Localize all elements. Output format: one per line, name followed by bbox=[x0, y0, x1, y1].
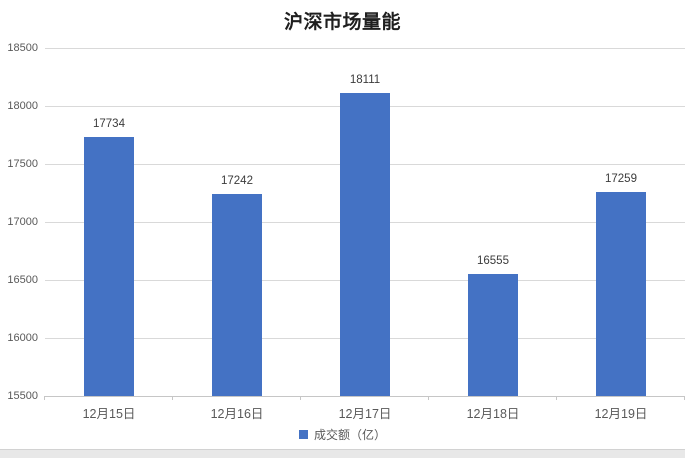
bar[interactable] bbox=[468, 273, 518, 396]
y-tick-label: 17500 bbox=[7, 158, 38, 170]
axis-tick bbox=[556, 396, 557, 400]
category: 17259 12月19日 bbox=[557, 48, 685, 421]
category: 17734 12月15日 bbox=[45, 48, 173, 421]
bar[interactable] bbox=[212, 193, 262, 396]
y-tick-label: 18500 bbox=[7, 42, 38, 54]
category: 18111 12月17日 bbox=[301, 48, 429, 421]
x-tick-label: 12月15日 bbox=[82, 407, 136, 421]
x-tick-label: 12月19日 bbox=[594, 407, 648, 421]
axis-tick bbox=[300, 396, 301, 400]
data-label: 18111 bbox=[349, 74, 381, 87]
y-tick-label: 17000 bbox=[7, 216, 38, 228]
category: 16555 12月18日 bbox=[429, 48, 557, 421]
window-edge-strip bbox=[0, 449, 685, 458]
data-label: 17734 bbox=[93, 117, 125, 130]
bar[interactable] bbox=[340, 93, 390, 396]
x-tick-label: 12月16日 bbox=[210, 407, 264, 421]
y-axis-labels: 18500 18000 17500 17000 16500 16000 15500 bbox=[0, 42, 38, 402]
category: 17242 12月16日 bbox=[173, 48, 301, 421]
axis-tick bbox=[44, 396, 45, 400]
bar[interactable] bbox=[84, 136, 134, 396]
bar[interactable] bbox=[596, 191, 646, 396]
legend-marker-icon bbox=[298, 429, 308, 439]
x-tick-label: 12月18日 bbox=[466, 407, 520, 421]
plot-area: 17734 12月15日 17242 12月16日 18111 12月17日 16555 12… bbox=[44, 48, 685, 421]
chart-title: 沪深市场量能 bbox=[283, 12, 401, 33]
axis-tick bbox=[428, 396, 429, 400]
legend[interactable]: 成交额（亿） bbox=[0, 426, 685, 442]
data-label: 17259 bbox=[605, 172, 637, 185]
legend-label: 成交额（亿） bbox=[313, 427, 386, 442]
y-tick-label: 16000 bbox=[7, 332, 38, 344]
gridline bbox=[45, 48, 685, 49]
y-tick-label: 18000 bbox=[7, 100, 38, 112]
axis-tick bbox=[172, 396, 173, 400]
data-label: 16555 bbox=[477, 254, 509, 267]
x-axis-line bbox=[45, 396, 685, 397]
y-tick-label: 16500 bbox=[7, 274, 38, 286]
x-tick-label: 12月17日 bbox=[338, 407, 392, 421]
data-label: 17242 bbox=[221, 174, 253, 187]
y-tick-label: 15500 bbox=[7, 390, 38, 402]
